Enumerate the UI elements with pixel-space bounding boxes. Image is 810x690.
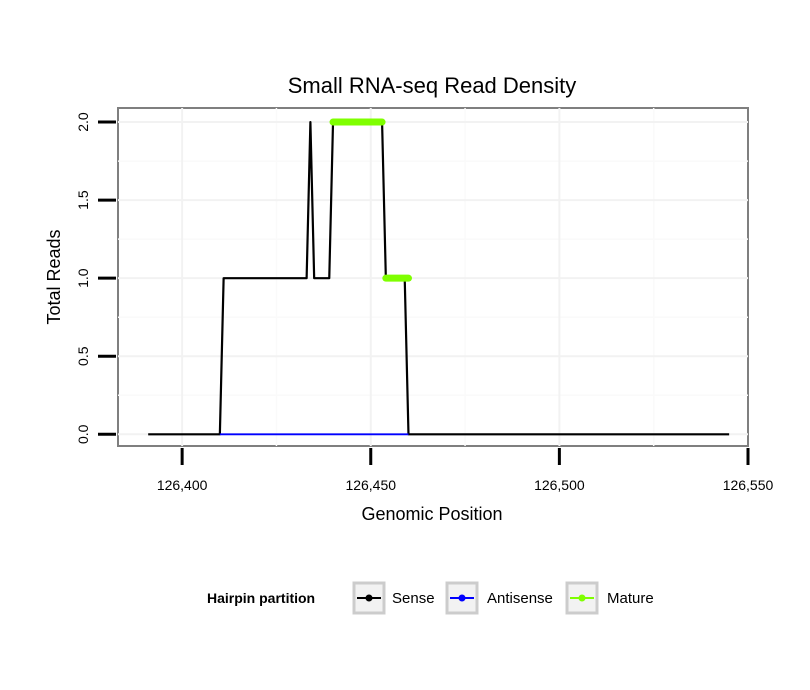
y-tick-label: 1.5 xyxy=(75,190,91,210)
y-tick-label: 0.5 xyxy=(75,346,91,366)
legend-title: Hairpin partition xyxy=(207,590,315,606)
x-tick-label: 126,450 xyxy=(345,477,396,493)
legend-label-antisense: Antisense xyxy=(487,590,553,607)
y-tick-label: 2.0 xyxy=(75,112,91,132)
y-axis: 0.0 0.5 1.0 1.5 2.0 xyxy=(75,112,116,444)
x-tick-label: 126,550 xyxy=(723,477,774,493)
legend-label-sense: Sense xyxy=(392,590,435,607)
x-tick-label: 126,400 xyxy=(157,477,208,493)
x-tick-label: 126,500 xyxy=(534,477,585,493)
chart-title: Small RNA-seq Read Density xyxy=(288,73,577,98)
legend-label-mature: Mature xyxy=(607,590,654,607)
y-tick-label: 1.0 xyxy=(75,268,91,288)
x-axis-title: Genomic Position xyxy=(361,504,502,524)
plot-panel xyxy=(117,107,749,447)
legend: Hairpin partition Sense Antisense Mature xyxy=(207,581,654,615)
legend-item-antisense: Antisense xyxy=(445,581,553,615)
x-axis: 126,400 126,450 126,500 126,550 xyxy=(157,448,774,493)
y-axis-title: Total Reads xyxy=(44,229,64,324)
legend-item-sense: Sense xyxy=(352,581,435,615)
series-group xyxy=(148,118,730,436)
legend-item-mature: Mature xyxy=(565,581,654,615)
y-tick-label: 0.0 xyxy=(75,424,91,444)
